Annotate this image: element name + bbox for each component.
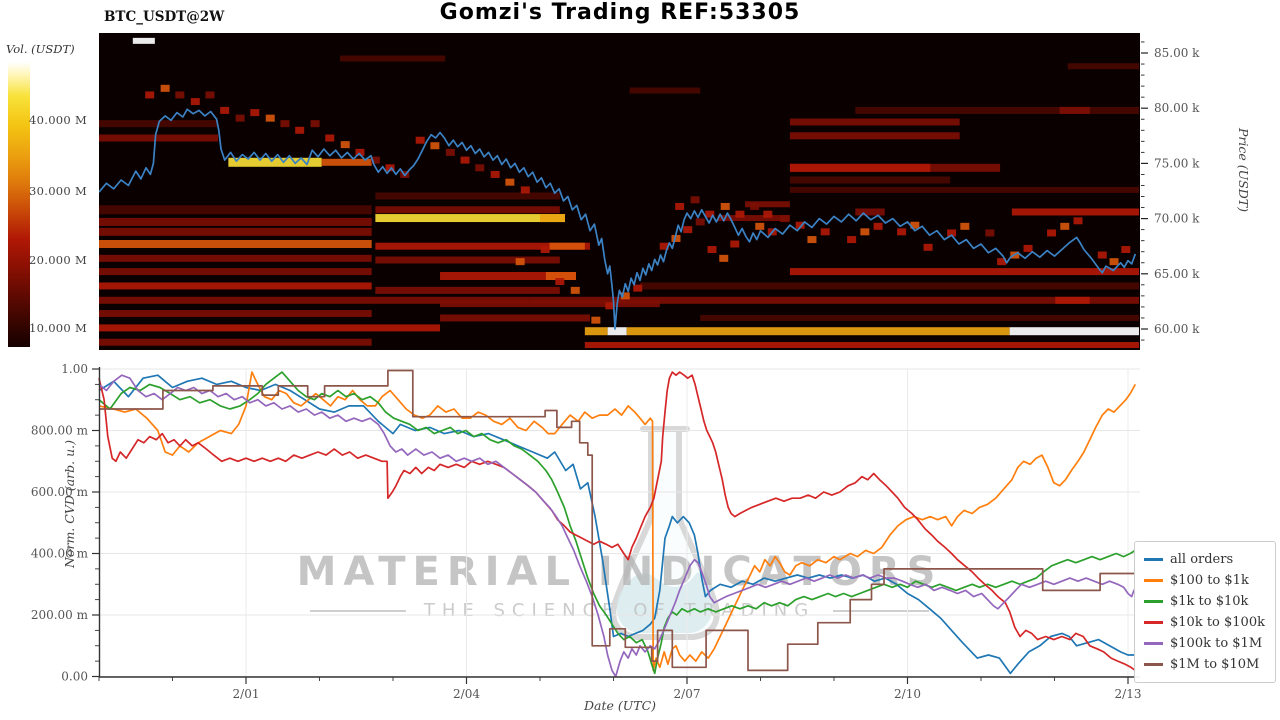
cvd-chart-canvas: 1.00 800.00 m 600.00 m 400.00 m 200.00 m 0.00… [31,362,1142,701]
colorbar-tick: 40.000 M [29,113,88,128]
instrument-label: BTC_USDT@2W [104,9,225,25]
series-legend: all orders $100 to $1k $1k to $10k $10k … [1134,541,1276,683]
svg-text:2/10: 2/10 [894,687,921,701]
legend-item-1M-10M: $1M to $10M [1144,654,1266,675]
svg-text:0.00: 0.00 [61,670,88,684]
legend-label: $10k to $100k [1170,615,1265,630]
svg-text:70.00 k: 70.00 k [1154,212,1200,226]
svg-text:75.00 k: 75.00 k [1154,156,1200,170]
svg-text:1.00: 1.00 [61,362,88,376]
colorbar-tick: 10.000 M [29,320,88,335]
colorbar-label: Vol. (USDT) [6,42,75,56]
svg-text:60.00 k: 60.00 k [1154,322,1200,336]
svg-text:200.00 m: 200.00 m [31,608,89,622]
legend-swatch [1144,600,1163,603]
page-title: Gomzi's Trading REF:53305 [439,0,801,25]
svg-text:2/13: 2/13 [1115,687,1142,701]
legend-item-100k-1M: $100k to $1M [1144,633,1266,654]
legend-swatch [1144,621,1163,624]
legend-swatch [1144,558,1163,561]
svg-text:2/04: 2/04 [453,687,480,701]
cvd-chart-panel[interactable]: 1.00 800.00 m 600.00 m 400.00 m 200.00 m 0.00… [31,362,1142,701]
colorbar-tick: 20.000 M [29,252,88,267]
legend-swatch [1144,663,1163,666]
legend-label: all orders [1170,552,1234,567]
legend-item-all-orders: all orders [1144,549,1266,570]
legend-label: $1M to $10M [1170,657,1260,672]
svg-text:85.00 k: 85.00 k [1154,46,1200,60]
legend-swatch [1144,642,1163,645]
svg-text:2/07: 2/07 [674,687,701,701]
svg-text:800.00 m: 800.00 m [31,424,89,438]
svg-text:65.00 k: 65.00 k [1154,267,1200,281]
legend-item-100-1k: $100 to $1k [1144,570,1266,591]
svg-text:80.00 k: 80.00 k [1154,101,1200,115]
liquidity-heatmap-panel[interactable]: 85.00 k 80.00 k 75.00 k 70.00 k 65.00 k 60.00… [99,33,1200,350]
svg-text:600.00 m: 600.00 m [31,485,89,499]
svg-text:400.00 m: 400.00 m [31,547,89,561]
liquidity-heatmap-canvas: 85.00 k 80.00 k 75.00 k 70.00 k 65.00 k 60.00… [99,33,1200,350]
legend-label: $100k to $1M [1170,636,1263,651]
colorbar-tick: 30.000 M [29,183,88,198]
x-axis-label: Date (UTC) [583,698,657,713]
legend-item-1k-10k: $1k to $10k [1144,591,1266,612]
svg-text:2/01: 2/01 [233,687,260,701]
legend-swatch [1144,579,1163,582]
colorbar-tick-labels: 40.000 M 30.000 M 20.000 M 10.000 M [8,62,88,347]
price-axis-label: Price (USDT) [1236,128,1251,212]
legend-label: $100 to $1k [1170,573,1249,588]
volume-colorbar [8,62,30,347]
legend-item-10k-100k: $10k to $100k [1144,612,1266,633]
legend-label: $1k to $10k [1170,594,1249,609]
